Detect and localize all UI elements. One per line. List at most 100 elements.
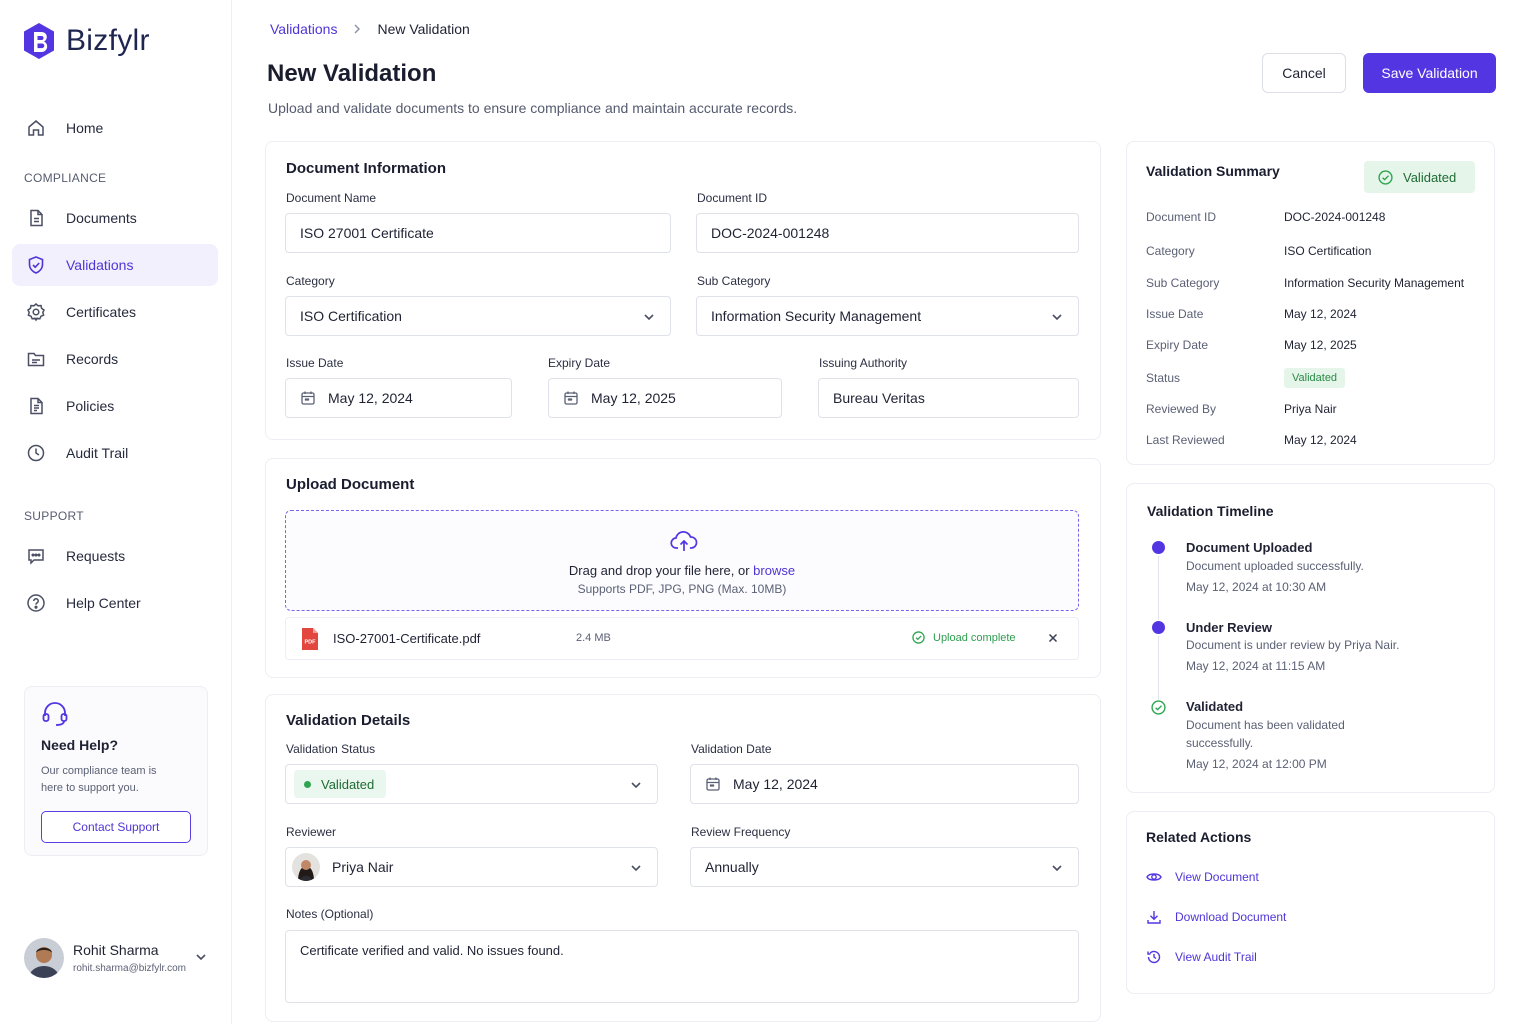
history-icon xyxy=(1147,950,1161,964)
file-dropzone[interactable]: Drag and drop your file here, or browse … xyxy=(285,510,1079,611)
category-select[interactable]: ISO Certification xyxy=(285,296,671,336)
reviewer-avatar xyxy=(292,853,320,881)
sidebar-item-policies[interactable]: Policies xyxy=(12,385,218,427)
summary-label: Expiry Date xyxy=(1146,338,1209,352)
calendar-icon xyxy=(706,777,720,791)
document-id-value: DOC-2024-001248 xyxy=(711,225,830,241)
pdf-file-icon: PDF xyxy=(302,628,318,650)
validation-summary-card xyxy=(1126,141,1495,465)
timeline-event-desc: Document is under review by Priya Nair. xyxy=(1186,638,1400,652)
sidebar-item-label: Records xyxy=(66,351,119,367)
contact-support-button[interactable]: Contact Support xyxy=(41,811,191,843)
action-label: View Document xyxy=(1175,870,1259,884)
chevron-down-icon xyxy=(644,314,654,321)
user-email: rohit.sharma@bizfylr.com xyxy=(73,963,186,974)
cancel-button[interactable]: Cancel xyxy=(1262,53,1346,93)
sidebar-item-audit-trail[interactable]: Audit Trail xyxy=(12,432,218,474)
timeline-event-time: May 12, 2024 at 12:00 PM xyxy=(1186,757,1327,771)
sidebar-item-certificates[interactable]: Certificates xyxy=(12,291,218,333)
sidebar-item-label: Documents xyxy=(66,210,137,226)
help-card: Need Help? Our compliance team is here t… xyxy=(24,686,208,856)
sidebar-item-records[interactable]: Records xyxy=(12,338,218,380)
document-id-label: Document ID xyxy=(697,191,768,205)
help-text: Our compliance team is here to support y… xyxy=(41,765,157,794)
check-circle-icon xyxy=(1378,169,1393,185)
check-circle-icon xyxy=(1151,700,1166,715)
close-icon[interactable] xyxy=(1046,631,1060,645)
reviewer-value: Priya Nair xyxy=(332,859,394,875)
review-frequency-label: Review Frequency xyxy=(691,825,791,839)
validation-status-select[interactable]: Validated xyxy=(285,764,658,804)
sidebar-item-label: Policies xyxy=(66,398,115,414)
summary-status-badge: Validated xyxy=(1364,161,1475,193)
download-icon xyxy=(1147,911,1161,924)
shield-check-icon xyxy=(28,256,44,274)
validation-date-label: Validation Date xyxy=(691,742,772,756)
timeline-dot xyxy=(1152,621,1165,634)
dropzone-text: Drag and drop your file here, or browse xyxy=(286,563,1078,578)
sidebar-item-label: Home xyxy=(66,120,104,136)
document-information-title: Document Information xyxy=(286,160,446,177)
summary-value: May 12, 2024 xyxy=(1284,433,1357,447)
validation-timeline-title: Validation Timeline xyxy=(1147,503,1274,519)
expiry-date-input[interactable]: May 12, 2025 xyxy=(548,378,782,418)
sidebar-item-help-center[interactable]: Help Center xyxy=(12,582,218,624)
chevron-right-icon xyxy=(354,24,361,34)
sidebar-item-label: Help Center xyxy=(66,595,141,611)
sidebar-item-label: Validations xyxy=(66,257,134,273)
sidebar-item-home[interactable]: Home xyxy=(12,107,218,149)
issue-date-label: Issue Date xyxy=(286,356,344,370)
summary-label: Reviewed By xyxy=(1146,402,1217,416)
breadcrumb-current: New Validation xyxy=(377,21,470,37)
sidebar-item-requests[interactable]: Requests xyxy=(12,535,218,577)
sidebar-item-validations[interactable]: Validations xyxy=(12,244,218,286)
user-name: Rohit Sharma xyxy=(73,942,159,958)
upload-status: Upload complete xyxy=(912,631,1016,644)
user-profile[interactable]: Rohit Sharma rohit.sharma@bizfylr.com xyxy=(24,938,214,978)
notes-textarea[interactable]: Certificate verified and valid. No issue… xyxy=(285,930,1079,1003)
brand-logo[interactable]: Bizfylr xyxy=(22,22,150,60)
cloud-upload-icon xyxy=(670,531,698,551)
summary-label: Category xyxy=(1146,244,1195,258)
issuing-authority-value: Bureau Veritas xyxy=(833,390,925,406)
reviewer-select[interactable]: Priya Nair xyxy=(285,847,658,887)
document-name-input[interactable]: ISO 27001 Certificate xyxy=(285,213,671,253)
summary-value: ISO Certification xyxy=(1284,244,1372,258)
summary-value: Priya Nair xyxy=(1284,402,1337,416)
sidebar-item-label: Certificates xyxy=(66,304,137,320)
sidebar-item-label: Requests xyxy=(66,548,126,564)
policy-icon xyxy=(30,397,43,415)
summary-value: DOC-2024-001248 xyxy=(1284,210,1386,224)
page-title: New Validation xyxy=(267,60,437,87)
breadcrumb: Validations New Validation xyxy=(270,21,470,37)
folder-icon xyxy=(27,352,45,367)
summary-label: Issue Date xyxy=(1146,307,1204,321)
validation-date-input[interactable]: May 12, 2024 xyxy=(690,764,1079,804)
save-validation-button[interactable]: Save Validation xyxy=(1363,53,1496,93)
calendar-icon xyxy=(564,391,578,405)
related-actions-title: Related Actions xyxy=(1146,829,1252,845)
summary-label: Document ID xyxy=(1146,210,1217,224)
issuing-authority-input[interactable]: Bureau Veritas xyxy=(818,378,1079,418)
expiry-date-label: Expiry Date xyxy=(548,356,611,370)
status-badge: Validated xyxy=(1284,368,1346,388)
document-id-input[interactable]: DOC-2024-001248 xyxy=(696,213,1079,253)
brand-name: Bizfylr xyxy=(66,24,150,57)
breadcrumb-validations-link[interactable]: Validations xyxy=(270,21,338,37)
browse-link[interactable]: browse xyxy=(753,563,796,578)
chevron-down-icon xyxy=(631,782,641,789)
issue-date-input[interactable]: May 12, 2024 xyxy=(285,378,512,418)
sub-category-select[interactable]: Information Security Management xyxy=(696,296,1079,336)
view-document-link[interactable]: View Document xyxy=(1146,869,1259,885)
chevron-down-icon[interactable] xyxy=(194,950,208,964)
validation-timeline-card xyxy=(1126,483,1495,793)
timeline-event-desc: Document has been validated successfully… xyxy=(1186,718,1345,750)
pdf-badge-text: PDF xyxy=(305,640,317,646)
avatar xyxy=(24,938,64,978)
review-frequency-select[interactable]: Annually xyxy=(690,847,1079,887)
validation-summary-title: Validation Summary xyxy=(1146,163,1280,179)
view-audit-trail-link[interactable]: View Audit Trail xyxy=(1146,949,1257,965)
download-document-link[interactable]: Download Document xyxy=(1146,909,1286,925)
upload-status-text: Upload complete xyxy=(933,631,1016,644)
sidebar-item-documents[interactable]: Documents xyxy=(12,197,218,239)
